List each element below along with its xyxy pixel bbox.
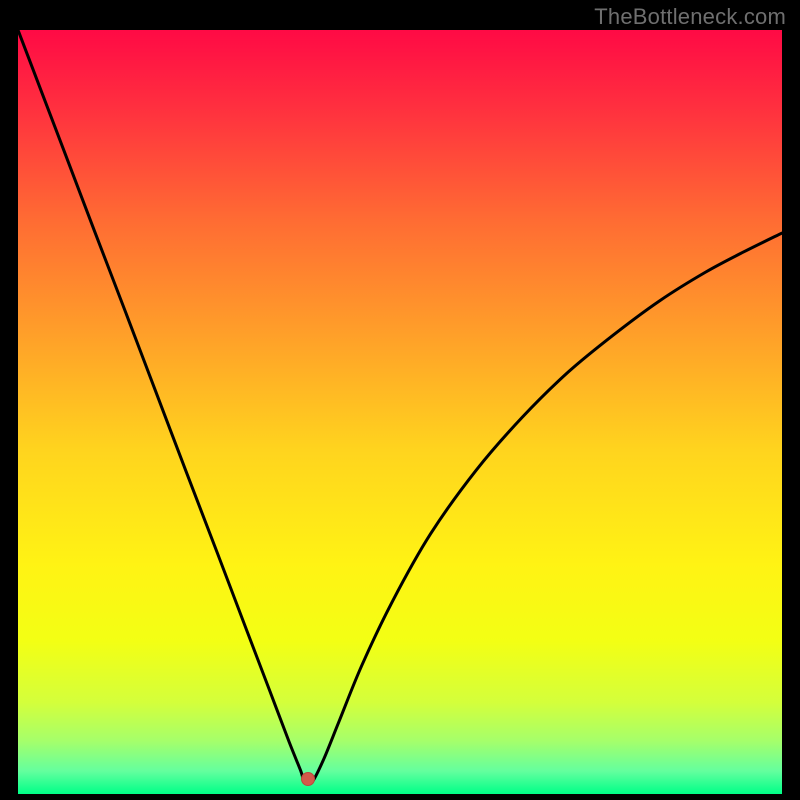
plot-area	[18, 30, 782, 782]
watermark-text: TheBottleneck.com	[594, 4, 786, 30]
bottleneck-curve	[18, 30, 782, 782]
chart-frame: TheBottleneck.com	[0, 0, 800, 800]
